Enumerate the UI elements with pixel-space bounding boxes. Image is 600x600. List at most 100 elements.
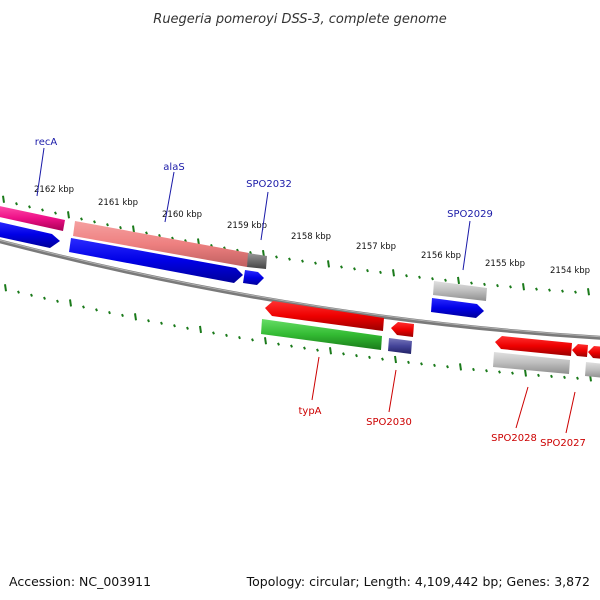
scale-tick-minor xyxy=(301,259,304,263)
scale-tick-minor xyxy=(407,360,410,364)
gene-label-reca[interactable]: recA xyxy=(35,137,58,148)
scale-tick-minor xyxy=(381,357,384,361)
scale-tick-minor xyxy=(418,275,421,279)
scale-tick-minor xyxy=(80,217,83,221)
scale-tick-minor xyxy=(160,321,163,325)
scale-tick-minor xyxy=(366,269,369,273)
scale-tick-minor xyxy=(108,311,111,315)
gene-arrow-spo2029[interactable] xyxy=(431,298,484,318)
tick-label-2154: 2154 kbp xyxy=(550,266,590,276)
genome-backbone xyxy=(0,239,600,340)
scale-tick-minor xyxy=(303,346,306,350)
gene-arrow-alas[interactable] xyxy=(69,238,243,283)
scale-tick-major xyxy=(264,337,267,345)
scale-tick-minor xyxy=(379,270,382,275)
gene-arrow-spo2027[interactable] xyxy=(572,344,588,357)
scale-tick-minor xyxy=(355,354,358,358)
scale-tick-minor xyxy=(498,370,501,374)
scale-tick-minor xyxy=(342,352,345,356)
genome-backbone-highlight xyxy=(0,239,600,338)
gene-arrow-spo2028[interactable] xyxy=(495,336,572,356)
gene-label-typa[interactable]: typA xyxy=(298,406,321,417)
scale-tick-minor xyxy=(54,211,57,215)
scale-tick-minor xyxy=(576,376,579,380)
leader-spo2032 xyxy=(260,191,269,241)
gene-bar-spo2027[interactable] xyxy=(585,362,600,378)
scale-tick-minor xyxy=(28,205,31,209)
gene-bar-typa[interactable] xyxy=(261,319,382,350)
scale-tick-minor xyxy=(444,278,447,282)
gene-arrow-reca[interactable] xyxy=(0,221,60,248)
leader-reca xyxy=(36,147,45,197)
gene-arrow-spo2030[interactable] xyxy=(391,322,414,337)
scale-tick-major xyxy=(327,260,330,268)
scale-tick-minor xyxy=(82,305,85,309)
scale-tick-minor xyxy=(121,313,124,318)
scale-tick-major xyxy=(394,355,397,364)
scale-tick-minor xyxy=(17,290,20,294)
scale-tick-minor xyxy=(288,257,291,261)
gene-arrow-spo2032[interactable] xyxy=(243,270,264,285)
scale-tick-minor xyxy=(509,285,512,289)
gene-label-spo2028[interactable]: SPO2028 xyxy=(491,433,537,444)
gene-label-spo2029[interactable]: SPO2029 xyxy=(447,209,493,220)
scale-tick-major xyxy=(524,369,527,377)
gene-label-alas[interactable]: alaS xyxy=(163,162,184,173)
scale-tick-major xyxy=(132,225,135,233)
scale-tick-minor xyxy=(548,288,551,292)
scale-tick-minor xyxy=(574,290,577,294)
scale-tick-minor xyxy=(275,255,278,259)
scale-tick-minor xyxy=(446,365,449,369)
tick-label-2161: 2161 kbp xyxy=(98,198,138,208)
gene-bar-spo2030[interactable] xyxy=(388,338,412,354)
scale-tick-minor xyxy=(119,225,122,230)
scale-tick-major xyxy=(199,325,202,334)
leader-spo2027 xyxy=(565,391,576,434)
scale-tick-minor xyxy=(470,281,473,285)
gene-label-spo2027[interactable]: SPO2027 xyxy=(540,438,586,449)
scale-tick-major xyxy=(134,313,137,321)
gene-bar-alas[interactable] xyxy=(73,221,249,267)
scale-tick-minor xyxy=(485,369,488,373)
scale-tick-major xyxy=(459,363,462,371)
lower-scale-ticks xyxy=(4,284,592,382)
scale-tick-minor xyxy=(43,296,46,300)
gene-label-spo2030[interactable]: SPO2030 xyxy=(366,417,412,428)
scale-tick-minor xyxy=(251,338,254,342)
scale-tick-minor xyxy=(368,355,371,360)
scale-tick-minor xyxy=(535,287,538,291)
tick-label-2157: 2157 kbp xyxy=(356,242,396,252)
scale-tick-minor xyxy=(433,363,436,367)
scale-tick-minor xyxy=(277,342,280,346)
gene-bar-spo2029[interactable] xyxy=(433,281,487,301)
scale-tick-minor xyxy=(290,344,293,348)
genome-summary-text: Topology: circular; Length: 4,109,442 bp… xyxy=(246,574,590,589)
scale-tick-minor xyxy=(431,277,434,281)
scale-tick-major xyxy=(392,269,395,277)
scale-tick-minor xyxy=(225,333,228,337)
scale-tick-minor xyxy=(106,223,109,227)
gene-bar-spo2032[interactable] xyxy=(247,253,267,269)
tick-label-2156: 2156 kbp xyxy=(421,251,461,261)
gene-bar-spo2028[interactable] xyxy=(493,352,570,374)
tick-label-2162: 2162 kbp xyxy=(34,185,74,195)
scale-tick-minor xyxy=(145,231,148,235)
scale-tick-major xyxy=(329,347,332,355)
scale-tick-minor xyxy=(537,373,540,377)
scale-tick-major xyxy=(4,284,7,292)
gene-arrow-typa[interactable] xyxy=(265,301,384,331)
scale-tick-minor xyxy=(95,308,98,312)
scale-tick-minor xyxy=(15,202,18,206)
gene-label-spo2032[interactable]: SPO2032 xyxy=(246,179,292,190)
tick-label-2159: 2159 kbp xyxy=(227,221,267,231)
scale-tick-minor xyxy=(472,367,475,372)
scale-tick-minor xyxy=(483,282,486,286)
scale-tick-minor xyxy=(173,324,176,328)
scale-tick-minor xyxy=(30,293,33,297)
gene-arrow-spo2027b[interactable] xyxy=(588,346,600,359)
scale-tick-major xyxy=(69,299,72,307)
scale-tick-minor xyxy=(353,267,356,271)
gene-bar-reca[interactable] xyxy=(0,205,65,231)
scale-tick-minor xyxy=(238,336,241,340)
scale-tick-minor xyxy=(41,208,44,212)
